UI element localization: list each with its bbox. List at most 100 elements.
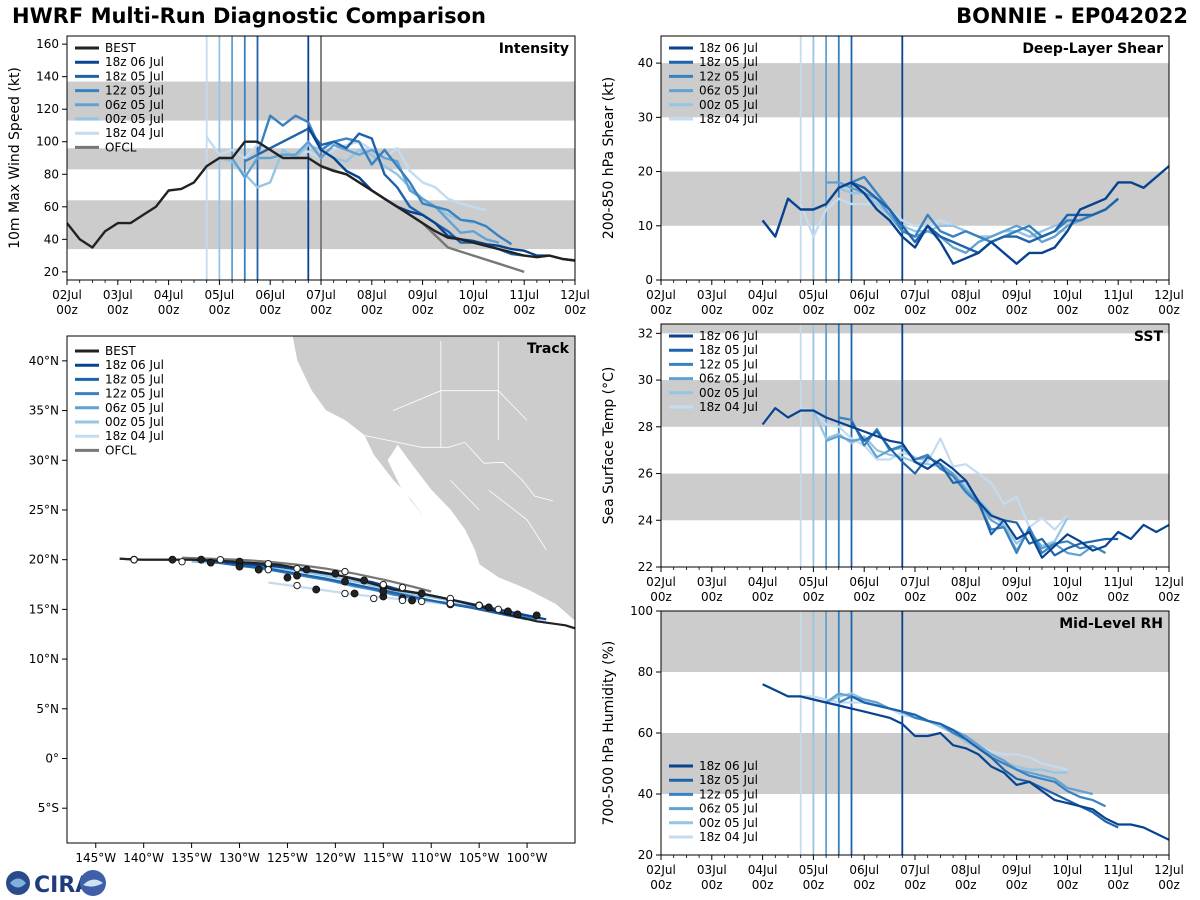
x-tick-hour-label: 00z (853, 303, 875, 317)
series-line-00z-05-jul (813, 692, 1068, 774)
x-tick-hour-label: 00z (803, 878, 825, 892)
x-tick-label: 140°W (123, 851, 164, 865)
panel-title: Track (527, 341, 570, 357)
legend-label: OFCL (105, 140, 137, 154)
x-tick-date-label: 11Jul (1103, 863, 1133, 877)
series-line-06z-05-jul (826, 181, 1094, 255)
plot-area (67, 36, 575, 280)
x-tick-hour-label: 00z (955, 590, 977, 604)
track-point-open (264, 565, 272, 574)
y-tick-label: 140 (36, 70, 59, 84)
x-tick-hour-label: 00z (650, 590, 672, 604)
y-tick-label: 60 (44, 200, 59, 214)
logo-seal-wave-icon (83, 879, 103, 887)
x-tick-date-label: 02Jul (646, 288, 676, 302)
x-tick-date-label: 06Jul (849, 575, 879, 589)
border-line-5 (450, 479, 480, 511)
x-tick-hour-label: 00z (1158, 590, 1180, 604)
y-axis-label: 200-850 hPa Shear (kt) (601, 77, 617, 239)
y-tick-label: 80 (638, 665, 653, 679)
y-tick-label: 40 (638, 56, 653, 70)
x-tick-date-label: 07Jul (900, 863, 930, 877)
x-tick-hour-label: 00z (1057, 590, 1079, 604)
track-point-filled (302, 565, 311, 574)
y-tick-label: 0° (45, 752, 59, 766)
track-point-open (446, 599, 455, 608)
y-axis-label: 700-500 hPa Humidity (%) (601, 641, 617, 826)
x-tick-date-label: 05Jul (799, 575, 829, 589)
track-point-filled (235, 562, 244, 571)
x-tick-date-label: 04Jul (748, 575, 778, 589)
panel-title: Mid-Level RH (1059, 616, 1163, 632)
x-tick-date-label: 08Jul (951, 288, 981, 302)
legend-label: 18z 06 Jul (105, 358, 164, 372)
track-point-open (475, 601, 483, 610)
x-tick-date-label: 05Jul (799, 288, 829, 302)
band-0 (661, 473, 1169, 521)
x-tick-hour-label: 00z (107, 303, 129, 317)
x-tick-date-label: 03Jul (103, 288, 133, 302)
track-point-open (379, 580, 388, 589)
legend-label: 00z 05 Jul (699, 816, 758, 830)
panel-track: 5°S 0° 5°N 10°N 15°N 20°N 25°N 30°N 35°N 40°N 145°… (29, 335, 576, 865)
series-line-18z-05-jul (210, 560, 528, 621)
track-point-open (293, 581, 301, 590)
plot-area (661, 324, 1169, 567)
x-tick-hour-label: 00z (463, 303, 485, 317)
series-line-12z-05-jul (838, 175, 1119, 244)
x-tick-hour-label: 00z (803, 590, 825, 604)
legend-label: 18z 05 Jul (105, 69, 164, 83)
y-tick-label: 30 (638, 110, 653, 124)
x-tick-date-label: 04Jul (154, 288, 184, 302)
legend-label: 18z 04 Jul (699, 112, 758, 126)
legend-label: 06z 05 Jul (699, 372, 758, 386)
x-tick-hour-label: 00z (752, 590, 774, 604)
track-point-open (341, 567, 349, 576)
y-tick-label: 15°N (29, 602, 59, 616)
x-tick-hour-label: 00z (701, 590, 723, 604)
x-tick-date-label: 07Jul (900, 288, 930, 302)
legend-label: 18z 04 Jul (699, 830, 758, 844)
track-point-open (178, 557, 186, 566)
x-tick-hour-label: 00z (310, 303, 332, 317)
x-tick-hour-label: 00z (650, 303, 672, 317)
y-tick-label: 25°N (29, 503, 59, 517)
track-point-open (398, 583, 407, 592)
axes-frame (66, 335, 576, 844)
y-tick-label: 20 (638, 848, 653, 862)
track-point-filled (513, 610, 522, 619)
x-tick-label: 120°W (315, 851, 356, 865)
x-tick-hour-label: 00z (904, 878, 926, 892)
legend-label: 18z 06 Jul (699, 41, 758, 55)
y-tick-label: 5°N (36, 702, 59, 716)
x-tick-date-label: 04Jul (748, 288, 778, 302)
track-point-open (341, 589, 349, 598)
x-tick-date-label: 10Jul (1053, 575, 1083, 589)
legend-label: 00z 05 Jul (699, 98, 758, 112)
x-tick-hour-label: 00z (955, 878, 977, 892)
x-tick-date-label: 11Jul (509, 288, 539, 302)
series-line-ofcl (181, 556, 432, 593)
border-line-0 (364, 435, 554, 502)
legend-label: 12z 05 Jul (105, 84, 164, 98)
y-tick-label: 30°N (29, 453, 59, 467)
x-tick-hour-label: 00z (1158, 878, 1180, 892)
y-tick-label: 30 (638, 373, 653, 387)
x-tick-hour-label: 00z (1006, 878, 1028, 892)
legend-label: 18z 04 Jul (699, 400, 758, 414)
legend-label: 12z 05 Jul (699, 69, 758, 83)
x-tick-hour-label: 00z (1107, 590, 1129, 604)
x-tick-date-label: 03Jul (697, 863, 727, 877)
x-tick-date-label: 06Jul (849, 288, 879, 302)
land-mexico-usa (258, 336, 575, 622)
x-tick-hour-label: 00z (752, 303, 774, 317)
x-tick-date-label: 06Jul (255, 288, 285, 302)
legend-label: 18z 05 Jul (699, 55, 758, 69)
x-tick-date-label: 08Jul (951, 575, 981, 589)
track-point-filled (360, 576, 369, 585)
series-line-18z-05-jul (850, 421, 1119, 557)
legend-label: 18z 04 Jul (105, 126, 164, 140)
logo-swirl-icon (10, 878, 26, 888)
x-tick-date-label: 08Jul (357, 288, 387, 302)
